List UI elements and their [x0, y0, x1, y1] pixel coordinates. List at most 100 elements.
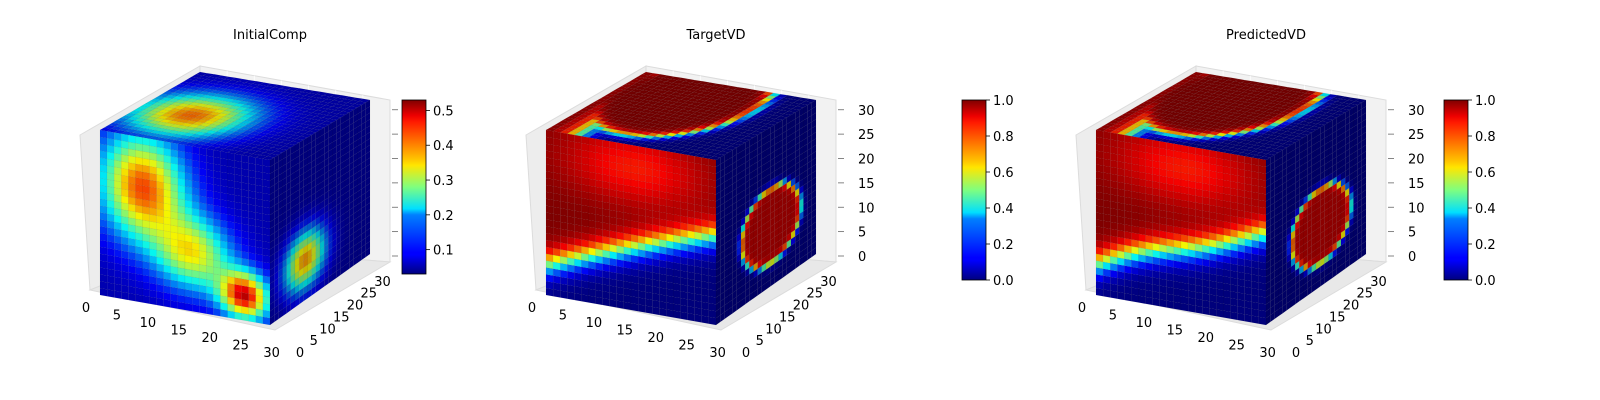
voxel-cell: [666, 151, 674, 160]
x-tick-label: 5: [559, 309, 567, 324]
panel-title: PredictedVD: [1226, 28, 1306, 43]
z-tick-label: 0: [858, 250, 866, 265]
voxel-cell: [694, 156, 702, 165]
voxel-cell: [637, 146, 646, 155]
voxel-cell: [1131, 136, 1139, 145]
colorbar-tick-label: 0.2: [433, 209, 454, 224]
voxel-cell: [545, 129, 554, 139]
colorbar-tick-label: 0.3: [433, 174, 454, 189]
x-tick-label: 20: [647, 331, 664, 346]
z-tick-label: 5: [858, 226, 866, 241]
voxel-cell: [567, 133, 575, 143]
voxel-cell: [552, 131, 561, 140]
voxel-cell: [560, 132, 568, 141]
colorbar-gradient: [401, 99, 427, 275]
voxel-cell: [213, 149, 221, 159]
y-tick-label: 5: [756, 334, 764, 349]
voxel-cell: [135, 136, 143, 145]
cube-face-top: [99, 71, 371, 161]
voxel-cell: [184, 144, 193, 154]
voxel-cell: [177, 143, 186, 153]
voxel-cell: [574, 134, 582, 144]
voxel-cell: [142, 137, 150, 146]
colorbar: 0.00.20.40.60.81.0: [961, 94, 1014, 289]
z-tick-label: 20: [858, 153, 875, 168]
voxel-cell: [1124, 134, 1132, 144]
voxel-cell: [262, 158, 271, 168]
voxel-cell: [1102, 131, 1111, 140]
voxel-cell: [121, 133, 129, 143]
colorbar-tick-label: 0.4: [993, 202, 1014, 217]
cube-face-front: [99, 129, 271, 326]
colorbar-tick-label: 0.8: [993, 130, 1014, 145]
colorbar-tick-label: 0.6: [993, 166, 1014, 181]
voxel-cell: [128, 134, 136, 144]
z-tick-label: 25: [858, 128, 875, 143]
z-tick-label: 30: [858, 104, 875, 119]
voxel-cell: [1166, 142, 1175, 151]
cube-face-right: [269, 99, 371, 326]
voxel-cell: [227, 152, 235, 161]
voxel-cell: [156, 139, 165, 149]
x-tick-label: 10: [586, 316, 603, 331]
cube-face-front: [1095, 129, 1267, 326]
voxel-cell: [106, 131, 115, 140]
voxel-cell: [170, 142, 179, 151]
voxel-cell: [1152, 139, 1161, 149]
voxel-cell: [687, 154, 695, 164]
x-tick-label: 30: [263, 346, 280, 361]
y-tick-label: 0: [742, 346, 750, 361]
colorbar-tick-label: 0.5: [433, 104, 454, 119]
panel-title: TargetVD: [685, 28, 745, 43]
x-tick-label: 25: [678, 339, 695, 354]
voxel-cell: [680, 153, 688, 163]
voxel-cell: [673, 152, 681, 161]
x-tick-label: 25: [232, 339, 249, 354]
x-tick-label: 0: [528, 301, 536, 316]
colorbar-tick-label: 0.0: [993, 274, 1014, 289]
voxel-cell: [163, 141, 172, 150]
voxel-cell: [1138, 137, 1146, 146]
voxel-cell: [113, 132, 122, 141]
voxel-cell: [595, 138, 603, 148]
x-tick-label: 10: [140, 316, 157, 331]
z-tick-label: 15: [858, 177, 875, 192]
panel-title: InitialComp: [233, 28, 307, 43]
colorbar-tick-label: 0.1: [433, 244, 454, 259]
x-tick-label: 5: [113, 309, 121, 324]
voxel-cell: [701, 157, 710, 166]
voxel-cell: [616, 142, 625, 151]
voxel-cell: [1117, 133, 1125, 143]
voxel-cell: [588, 137, 596, 146]
voxel-cell: [645, 147, 653, 156]
x-tick-label: 20: [201, 331, 218, 346]
voxel-cell: [602, 139, 610, 149]
voxel-cell: [659, 149, 667, 159]
voxel-cell: [1159, 141, 1168, 150]
voxel-cell: [609, 141, 617, 150]
voxel-cell: [708, 158, 717, 168]
cube-face-front: [545, 129, 717, 326]
voxel-cell: [248, 156, 257, 165]
voxel-cell: [234, 153, 242, 163]
colorbar-gradient: [961, 99, 987, 281]
y-tick-label: 30: [820, 275, 837, 290]
colorbar-tick-label: 0.2: [993, 238, 1014, 253]
colorbar: 0.1 0.2 0.3 0.4 0.5: [401, 99, 454, 275]
y-tick-label: 0: [296, 346, 304, 361]
voxel-cell: [623, 143, 632, 153]
voxel-cell: [581, 136, 589, 145]
voxel-cell: [255, 157, 264, 166]
y-tick-label: 5: [310, 334, 318, 349]
voxel-cell: [1095, 129, 1104, 139]
x-tick-label: 30: [709, 346, 726, 361]
x-tick-label: 15: [171, 324, 188, 339]
voxel-cell: [1145, 138, 1153, 148]
voxel-cell: [191, 146, 200, 155]
voxel-cell: [630, 144, 639, 154]
colorbar-tick-label: 0.4: [433, 139, 454, 154]
z-tick-label: 10: [858, 201, 875, 216]
